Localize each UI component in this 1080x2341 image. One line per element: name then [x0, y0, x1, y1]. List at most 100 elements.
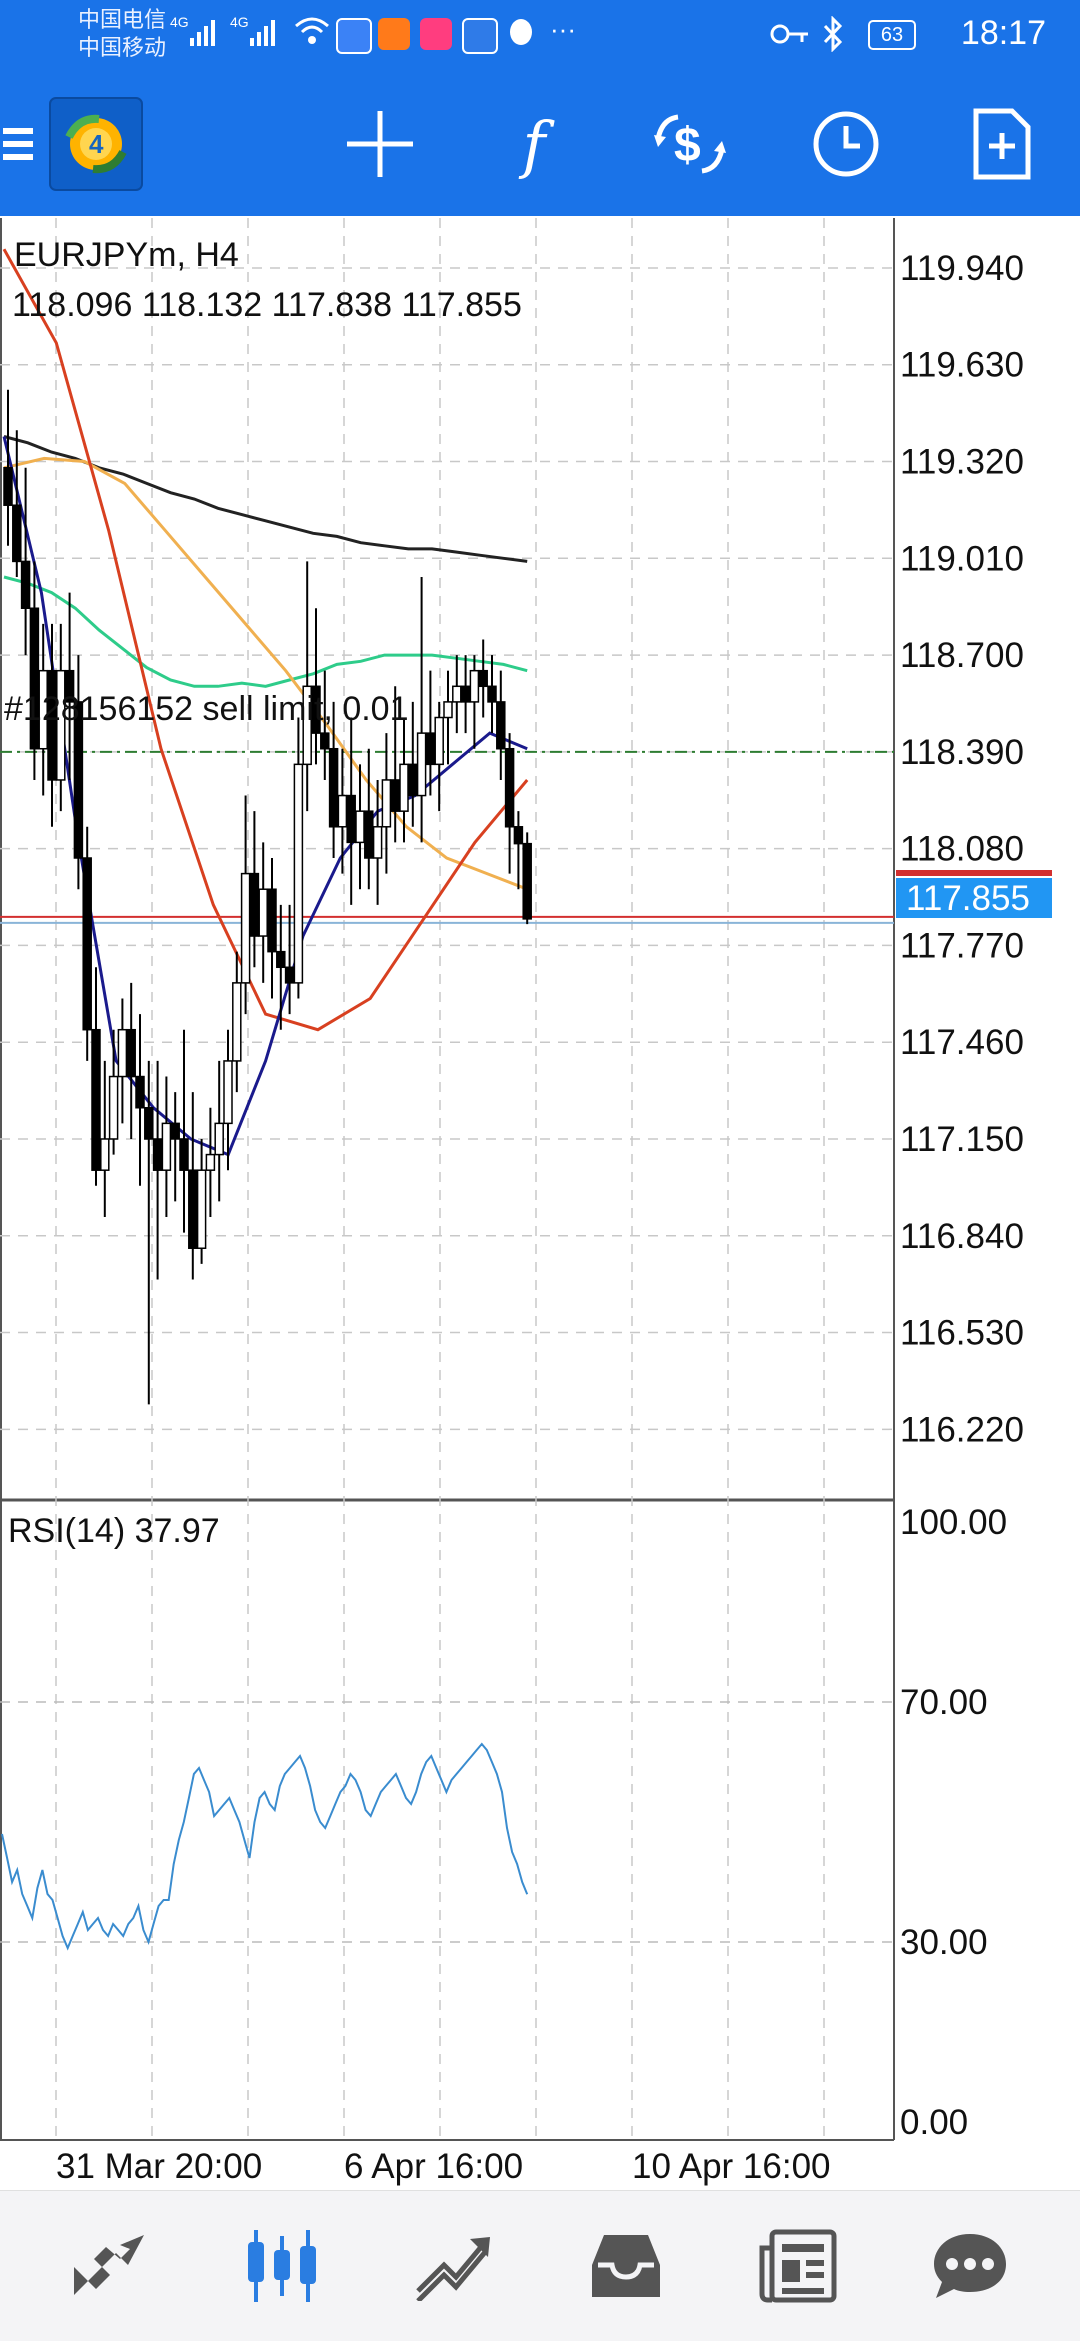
candle-body: [522, 842, 532, 920]
nav-quotes[interactable]: [40, 2191, 180, 2341]
candle-body: [47, 669, 57, 781]
carrier-2: 中国移动: [78, 35, 167, 60]
news-icon: [759, 2229, 837, 2303]
candle-body: [240, 872, 251, 984]
quotes-icon: [74, 2235, 144, 2295]
mt4-logo: 4: [49, 97, 143, 191]
axis-labels: 119.940 119.630 119.320 119.010 118.700 118.3…: [56, 249, 1024, 2186]
key-icon: [770, 24, 808, 44]
candle-body: [346, 794, 356, 844]
candle-body: [64, 669, 75, 703]
candle-body: [284, 966, 295, 984]
rsi-axis-label: 30.00: [900, 1923, 988, 1962]
candle-body: [232, 982, 242, 1062]
network-type-2: 4G: [230, 14, 249, 30]
chart-icon: [248, 2230, 316, 2302]
candle-body: [135, 1075, 145, 1109]
signal-icon: [190, 20, 215, 46]
ma-line-red: [2, 248, 529, 1032]
rsi-line: [1, 1742, 529, 1951]
time-axis-label: 31 Mar 20:00: [56, 2147, 262, 2186]
price-axis-label: 117.150: [900, 1120, 1024, 1159]
candle-body: [276, 950, 286, 969]
signal-icon-2: [250, 20, 275, 46]
ask-price-marker: [896, 870, 1052, 876]
app-logo-button[interactable]: 4: [48, 72, 144, 216]
candle-body: [399, 763, 409, 812]
price-axis-label: 117.770: [900, 926, 1024, 965]
candle-body: [460, 685, 471, 703]
chart-area[interactable]: 119.940 119.630 119.320 119.010 118.700 118.3…: [0, 216, 1080, 2190]
candle-body: [91, 1028, 101, 1171]
time-axis-label: 10 Apr 16:00: [632, 2147, 831, 2186]
candle-body: [328, 747, 339, 828]
candle-body: [416, 732, 427, 797]
candle-body: [469, 669, 480, 703]
more-notifications: ···: [550, 14, 576, 44]
candle-body: [117, 1028, 128, 1078]
chat-icon: [934, 2234, 1006, 2298]
pending-order-label[interactable]: #128156152 sell limit, 0.01: [4, 690, 409, 728]
rsi-indicator: [1, 1742, 529, 1951]
nav-chart[interactable]: [212, 2191, 352, 2341]
carrier-1: 中国电信: [78, 7, 167, 32]
candle-body: [364, 810, 374, 859]
battery-indicator: 63: [868, 20, 916, 50]
trade-icon: [416, 2237, 490, 2301]
price-axis-label: 116.530: [900, 1314, 1024, 1353]
indicators-button[interactable]: f: [484, 72, 584, 216]
bottom-navigation: [0, 2190, 1080, 2341]
timeframe-button[interactable]: [796, 72, 896, 216]
candle-body: [223, 1060, 233, 1125]
candlesticks: [3, 389, 532, 1405]
candle-body: [267, 888, 277, 953]
candle-body: [311, 685, 321, 734]
candle-body: [302, 685, 312, 766]
function-icon: f: [522, 107, 546, 181]
current-price-label: 117.855: [906, 879, 1030, 918]
candle-body: [205, 1153, 216, 1171]
candle-body: [196, 1169, 207, 1249]
app-notification-icon-4: [462, 18, 498, 54]
svg-text:4: 4: [89, 129, 104, 159]
symbol-change-button[interactable]: $: [640, 72, 740, 216]
new-order-button[interactable]: [952, 72, 1052, 216]
candle-body: [504, 747, 515, 828]
nav-history[interactable]: [556, 2191, 696, 2341]
menu-button[interactable]: [0, 72, 40, 216]
candle-body: [73, 701, 84, 859]
candle-body: [258, 888, 268, 937]
app-notification-icon-3: [420, 18, 452, 50]
candle-body: [381, 779, 392, 828]
price-axis-label: 119.320: [900, 443, 1024, 482]
price-axis-label: 116.840: [900, 1217, 1024, 1256]
nav-news[interactable]: [728, 2191, 868, 2341]
crosshair-icon: [347, 111, 413, 177]
candle-body: [20, 560, 31, 609]
status-bar: 中国电信 中国移动 4G 4G ··· 63 18:17: [0, 0, 1080, 72]
candle-body: [56, 669, 66, 781]
price-axis-label: 117.460: [900, 1023, 1024, 1062]
candle-body: [487, 685, 497, 703]
price-chart[interactable]: 119.940 119.630 119.320 119.010 118.700 118.3…: [0, 216, 1080, 2190]
price-axis-label: 118.080: [900, 830, 1024, 869]
crosshair-button[interactable]: [330, 72, 430, 216]
candle-body: [443, 701, 453, 719]
rsi-axis-label: 70.00: [900, 1683, 988, 1722]
candle-body: [179, 1138, 189, 1171]
price-axis-label: 119.630: [900, 346, 1024, 385]
candle-body: [214, 1122, 224, 1156]
nav-trade[interactable]: [384, 2191, 524, 2341]
app-notification-icon-1: [336, 18, 372, 54]
symbol-timeframe: EURJPYm, H4: [14, 236, 239, 274]
new-order-icon: [973, 108, 1031, 180]
candle-body: [82, 857, 92, 1031]
candle-body: [337, 794, 348, 828]
nav-chat[interactable]: [900, 2191, 1040, 2341]
candle-body: [478, 669, 488, 688]
bluetooth-icon: [823, 16, 843, 52]
top-toolbar: 4 f $: [0, 72, 1080, 216]
candle-body: [12, 504, 22, 563]
rsi-axis-label: 0.00: [900, 2103, 968, 2142]
clock: 18:17: [960, 14, 1046, 52]
